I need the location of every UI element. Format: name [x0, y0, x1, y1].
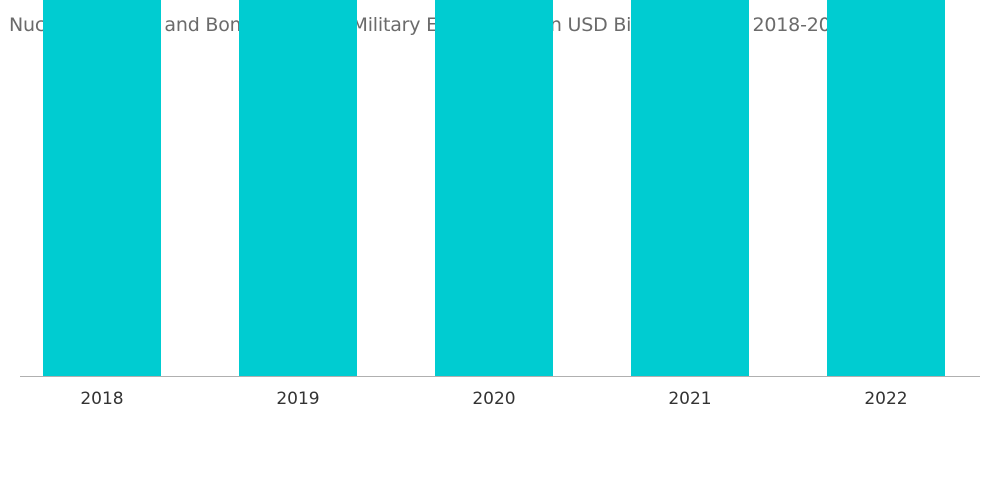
bar-2019 — [239, 0, 357, 376]
x-tick-label-2020: 2020 — [472, 389, 515, 409]
bar-2018 — [43, 0, 161, 376]
x-tick-label-2019: 2019 — [276, 389, 319, 409]
bar-2021 — [631, 0, 749, 376]
bars-group: 1.86K20181.92K20191.98K20202.11K20212.24… — [43, 0, 945, 409]
bar-2022 — [827, 0, 945, 376]
bar-2020 — [435, 0, 553, 376]
x-tick-label-2021: 2021 — [668, 389, 711, 409]
x-tick-label-2022: 2022 — [864, 389, 907, 409]
x-tick-label-2018: 2018 — [80, 389, 123, 409]
